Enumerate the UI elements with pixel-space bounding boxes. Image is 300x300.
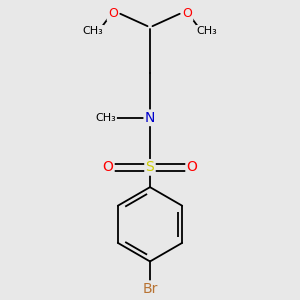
Text: N: N xyxy=(145,111,155,125)
Text: CH₃: CH₃ xyxy=(196,26,217,36)
Text: Br: Br xyxy=(142,282,158,296)
Text: CH₃: CH₃ xyxy=(83,26,104,36)
Text: O: O xyxy=(108,7,118,20)
Text: O: O xyxy=(182,7,192,20)
Text: O: O xyxy=(187,160,197,174)
Text: CH₃: CH₃ xyxy=(95,113,116,123)
Text: S: S xyxy=(146,160,154,174)
Text: O: O xyxy=(103,160,113,174)
